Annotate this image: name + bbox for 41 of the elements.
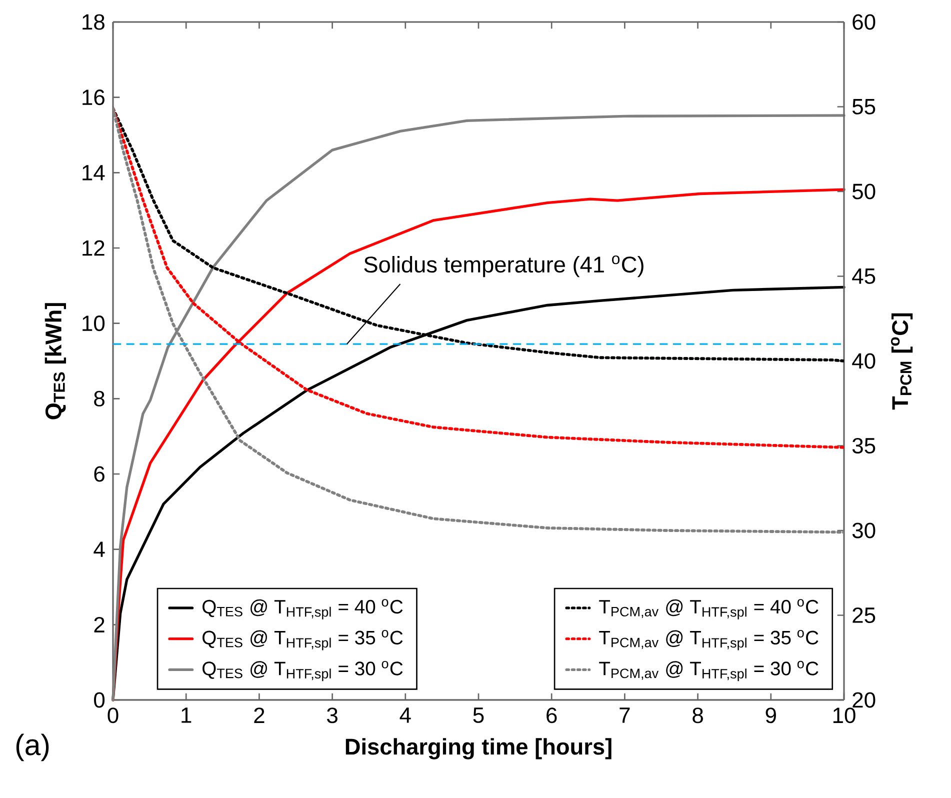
y-tick-label: 18 xyxy=(82,14,104,30)
y2-axis-title: T$_{PCM}$ [$^{o}$C] xyxy=(891,313,913,410)
x-tick-label: 4 xyxy=(400,708,411,723)
y2-tick-label: 35 xyxy=(852,438,876,454)
y-tick-label: 4 xyxy=(94,542,105,557)
x-tick-label: 1 xyxy=(182,708,192,723)
y-tick-label: 14 xyxy=(82,165,105,180)
x-tick-label: 8 xyxy=(692,708,703,724)
y-tick-label: 2 xyxy=(94,616,104,632)
legend-label: T$_{PCM,av}$ @ T$_{HTF,spl}$ = 40 $^{o}$C xyxy=(599,599,818,620)
legend-label: Q$_{TES}$ @ T$_{HTF,spl}$ = 40 $^{o}$C xyxy=(202,599,403,620)
y-axis-title: Q$_{TES}$ [kWh] xyxy=(44,303,66,420)
y-tick-label: 16 xyxy=(82,90,104,106)
x-tick-label: 6 xyxy=(546,708,557,724)
x-tick-label: 0 xyxy=(108,708,118,724)
x-tick-label: 2 xyxy=(254,708,264,723)
y2-tick-label: 60 xyxy=(852,14,876,30)
y-tick-label: 6 xyxy=(94,466,104,482)
legend-label: T$_{PCM,av}$ @ T$_{HTF,spl}$ = 30 $^{o}$C xyxy=(599,660,818,682)
legend-label: Q$_{TES}$ @ T$_{HTF,spl}$ = 35 $^{o}$C xyxy=(202,630,403,650)
y2-tick-label: 50 xyxy=(852,184,876,200)
legend-label: T$_{PCM,av}$ @ T$_{HTF,spl}$ = 35 $^{o}$C xyxy=(599,630,818,650)
legend-label: Q$_{TES}$ @ T$_{HTF,spl}$ = 30 $^{o}$C xyxy=(202,660,403,682)
y2-tick-label: 55 xyxy=(852,99,876,114)
x-tick-label: 5 xyxy=(473,708,484,723)
y2-tick-label: 25 xyxy=(852,607,876,624)
ref-line-label: Solidus temperature (41 $^{o}$C) xyxy=(364,256,644,278)
y2-tick-label: 40 xyxy=(852,353,876,369)
x-tick-label: 7 xyxy=(620,708,630,723)
x-tick-label: 10 xyxy=(833,708,856,724)
text: (a) xyxy=(16,734,49,762)
y2-tick-label: 30 xyxy=(852,522,876,538)
y2-tick-label: 20 xyxy=(852,692,876,708)
y-tick-label: 0 xyxy=(94,692,105,708)
x-tick-label: 3 xyxy=(327,708,338,724)
y-tick-label: 8 xyxy=(94,390,104,406)
y-tick-label: 12 xyxy=(82,240,104,256)
x-axis-title: Discharging time [hours] xyxy=(346,738,612,760)
x-tick-label: 9 xyxy=(766,708,776,724)
y2-tick-label: 45 xyxy=(852,268,876,284)
y-tick-label: 10 xyxy=(82,316,105,332)
